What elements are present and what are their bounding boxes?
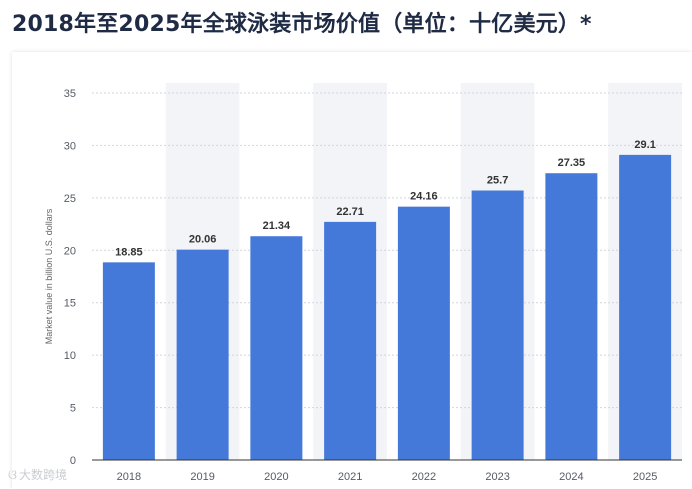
data-label: 21.34 [263, 220, 291, 232]
bar [250, 236, 303, 460]
y-tick-label: 15 [64, 298, 76, 310]
watermark-logo-icon: ଓ [8, 468, 17, 483]
y-tick-label: 10 [64, 350, 76, 362]
watermark-text: 大数跨境 [18, 468, 67, 482]
bar [619, 154, 672, 460]
y-axis-title: Market value in billion U.S. dollars [44, 208, 54, 344]
y-tick-label: 30 [64, 140, 76, 152]
y-tick-label: 5 [70, 403, 76, 415]
data-label: 29.1 [634, 139, 655, 151]
bar [471, 190, 524, 460]
x-tick-label: 2022 [412, 471, 436, 483]
x-tick-label: 2023 [485, 471, 509, 483]
bar [176, 249, 229, 460]
data-label: 18.85 [115, 246, 143, 258]
y-tick-label: 20 [64, 245, 76, 257]
x-tick-label: 2018 [117, 471, 141, 483]
data-label: 24.16 [410, 191, 438, 203]
data-label: 25.7 [487, 175, 508, 187]
y-tick-label: 25 [64, 193, 76, 205]
x-tick-label: 2020 [264, 471, 288, 483]
data-label: 20.06 [189, 234, 217, 246]
y-tick-label: 35 [64, 88, 76, 100]
x-tick-label: 2019 [190, 471, 214, 483]
x-tick-label: 2024 [559, 471, 583, 483]
bar [545, 173, 598, 461]
data-label: 22.71 [336, 206, 364, 218]
x-tick-label: 2021 [338, 471, 362, 483]
x-tick-label: 2025 [633, 471, 657, 483]
x-tick-labels: 2018 2019 2020 2021 2022 2023 2024 2025 [117, 471, 658, 483]
bar [397, 206, 450, 460]
y-tick-labels: 0 5 10 15 20 25 30 35 [64, 88, 76, 467]
bar [102, 262, 155, 460]
y-tick-label: 0 [70, 455, 76, 467]
data-label: 27.35 [558, 157, 586, 169]
chart-title: 2018年至2025年全球泳装市场价值（单位：十亿美元）* [12, 12, 592, 37]
bar [324, 221, 377, 460]
value-labels: 18.85 20.06 21.34 22.71 24.16 25.7 27.35 29.1 [115, 139, 656, 258]
watermark: ଓ 大数跨境 [8, 466, 67, 483]
bars [102, 154, 672, 461]
